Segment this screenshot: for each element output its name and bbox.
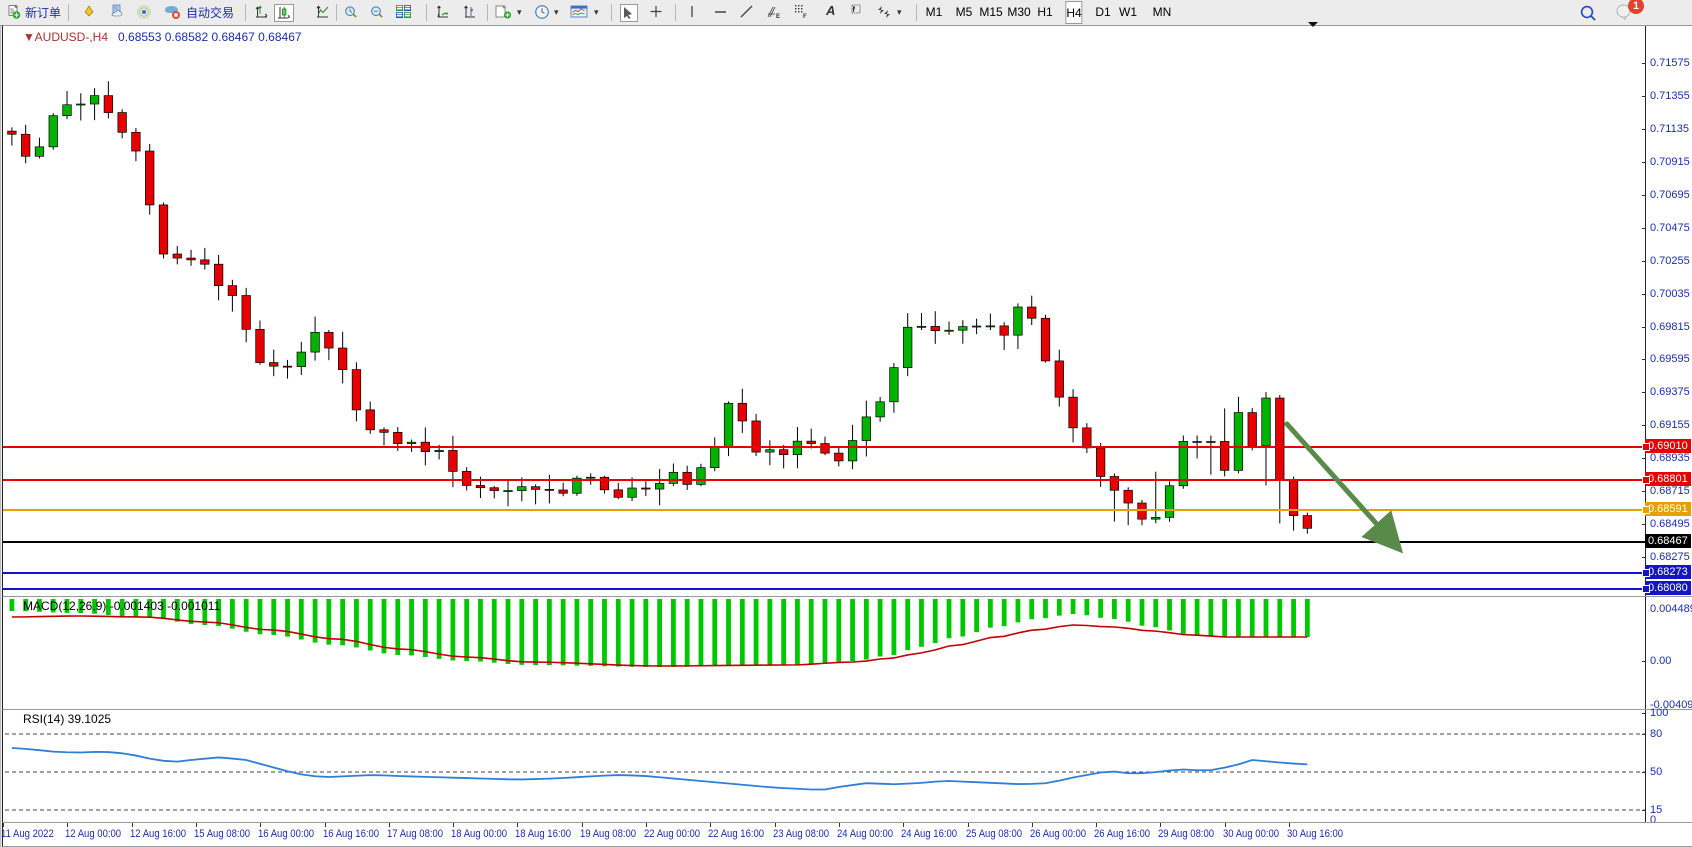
svg-text:F: F [803, 14, 807, 20]
svg-text:E: E [776, 14, 780, 20]
